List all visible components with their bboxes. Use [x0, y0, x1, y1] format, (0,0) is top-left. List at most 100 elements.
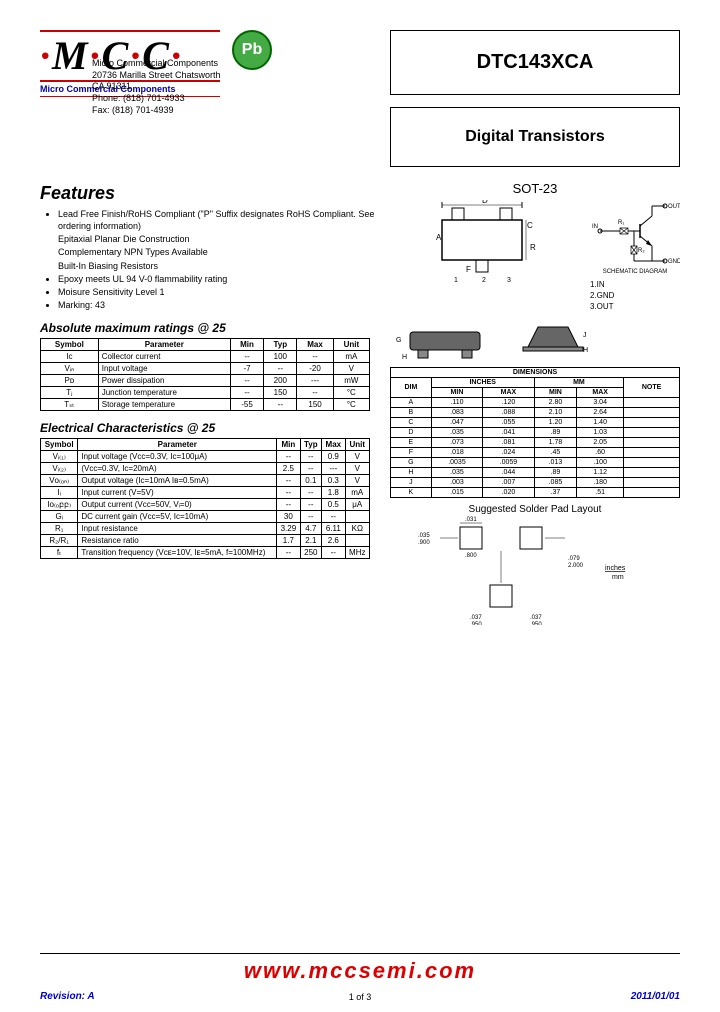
company-fax: Fax: (818) 701-4939	[92, 105, 380, 117]
footer-url: www.mccsemi.com	[0, 958, 720, 984]
table-header: Max	[297, 339, 333, 351]
table-row: R₁Input resistance3.294.76.11KΩ	[41, 523, 370, 535]
svg-text:.950: .950	[530, 622, 542, 625]
feature-item: Lead Free Finish/RoHS Compliant ("P" Suf…	[58, 208, 380, 232]
table-header: Symbol	[41, 439, 78, 451]
table-header: Typ	[264, 339, 297, 351]
table-header: Unit	[333, 339, 369, 351]
rohs-badge-icon: Pb	[232, 30, 272, 70]
table-row: D.035.041.891.03	[391, 427, 680, 437]
pad-layout-icon: .031 .800 .035 .900 .079 2.000 .037 .950…	[390, 515, 650, 625]
svg-text:A: A	[436, 233, 442, 242]
table-row: A.110.1202.803.04	[391, 397, 680, 407]
table-row: GᵢDC current gain (Vᴄᴄ=5V, Iᴄ=10mA)30---…	[41, 511, 370, 523]
feature-item: Epoxy meets UL 94 V-0 flammability ratin…	[58, 273, 380, 285]
pad-dim-a: .031	[465, 517, 477, 523]
table-header: INCHES	[431, 377, 534, 387]
table-header: Parameter	[78, 439, 277, 451]
svg-text:D: D	[482, 200, 488, 205]
pad-unit-label: inches	[605, 565, 626, 572]
table-row: B.083.0882.102.64	[391, 407, 680, 417]
table-header: Min	[230, 339, 263, 351]
table-row: J.003.007.085.180	[391, 477, 680, 487]
table-header: MIN	[534, 387, 577, 397]
table-row: Vᵢ₍₂₎(Vᴄᴄ=0.3V, Iᴄ=20mA)2.5-----V	[41, 463, 370, 475]
table-row: G.0035.0059.013.100	[391, 457, 680, 467]
svg-text:C: C	[527, 221, 533, 230]
schematic-label: SCHEMATIC DIAGRAM	[590, 269, 680, 275]
svg-text:.950: .950	[470, 622, 482, 625]
table-row: R₂/R₁Resistance ratio1.72.12.6	[41, 535, 370, 547]
table-row: IᴄCollector current--100--mA	[41, 351, 370, 363]
schematic-diagram-icon: IN OUT GND R₁ R₂	[590, 196, 680, 266]
table-header: DIM	[391, 377, 432, 397]
feature-item: Built-In Biasing Resistors	[58, 260, 380, 272]
pad-dim-c: .079	[568, 556, 580, 562]
svg-text:3: 3	[507, 277, 511, 284]
svg-text:.900: .900	[418, 540, 430, 546]
table-row: TₛₜStorage temperature-55--150°C	[41, 399, 370, 411]
footer-divider	[40, 953, 680, 954]
pad-layout-title: Suggested Solder Pad Layout	[390, 504, 680, 515]
table-header: Max	[322, 439, 345, 451]
features-list: Lead Free Finish/RoHS Compliant ("P" Suf…	[40, 208, 380, 311]
table-row: E.073.0811.782.05	[391, 437, 680, 447]
table-row: fₜTransition frequency (Vᴄᴇ=10V, Iᴇ=5mA,…	[41, 547, 370, 559]
table-header: Unit	[345, 439, 369, 451]
svg-text:H: H	[583, 347, 588, 354]
pin-list: 1.IN 2.GND 3.OUT	[590, 279, 680, 313]
svg-text:H: H	[402, 354, 407, 361]
company-addr1: 20736 Marilla Street Chatsworth	[92, 70, 380, 82]
table-header: Symbol	[41, 339, 99, 351]
package-name: SOT-23	[390, 181, 680, 196]
package-side-view-icon: G H	[390, 317, 500, 367]
table-row: PᴅPower dissipation--200---mW	[41, 375, 370, 387]
table-header: MM	[534, 377, 623, 387]
table-row: Vᵢ₍₁₎Input voltage (Vᴄᴄ=0.3V, Iᴄ=100μA)-…	[41, 451, 370, 463]
table-header: Parameter	[98, 339, 230, 351]
company-phone: Phone: (818) 701-4933	[92, 93, 380, 105]
feature-item: Epitaxial Planar Die Construction	[58, 233, 380, 245]
abs-ratings-title: Absolute maximum ratings @ 25	[40, 321, 380, 335]
table-row: H.035.044.891.12	[391, 467, 680, 477]
footer-date: 2011/01/01	[631, 991, 680, 1002]
table-header: NOTE	[624, 377, 680, 397]
table-header: MIN	[431, 387, 482, 397]
svg-text:.800: .800	[465, 553, 477, 559]
pad-dim-b: .035	[418, 533, 430, 539]
svg-text:GND: GND	[668, 259, 680, 265]
dimensions-title: DIMENSIONS	[391, 367, 680, 377]
product-type-box: Digital Transistors	[390, 107, 680, 167]
package-end-view-icon: J H	[508, 317, 608, 367]
svg-text:R₁: R₁	[618, 220, 624, 226]
pad-dim-e: .037	[530, 615, 542, 621]
svg-text:mm: mm	[612, 574, 624, 581]
feature-item: Marking: 43	[58, 299, 380, 311]
pin-3: 3.OUT	[590, 301, 680, 312]
table-row: Vᴏ₍ₒₙ₎Output voltage (Iᴄ=10mA Iʙ=0.5mA)-…	[41, 475, 370, 487]
abs-ratings-table: SymbolParameterMinTypMaxUnit IᴄCollector…	[40, 338, 370, 411]
table-row: TⱼJunction temperature--150--°C	[41, 387, 370, 399]
table-row: IᵢInput current (V=5V)----1.8mA	[41, 487, 370, 499]
pin-1: 1.IN	[590, 279, 680, 290]
feature-item: Moisure Sensitivity Level 1	[58, 286, 380, 298]
svg-text:G: G	[396, 337, 401, 344]
table-row: C.047.0551.201.40	[391, 417, 680, 427]
svg-text:2.000: 2.000	[568, 563, 584, 569]
svg-text:OUT: OUT	[668, 204, 680, 210]
table-row: VᵢₙInput voltage-7---20V	[41, 363, 370, 375]
svg-text:2: 2	[482, 277, 486, 284]
pad-dim-d: .037	[470, 615, 482, 621]
svg-text:IN: IN	[592, 224, 598, 230]
elec-char-table: SymbolParameterMinTypMaxUnit Vᵢ₍₁₎Input …	[40, 438, 370, 559]
table-header: MAX	[577, 387, 624, 397]
svg-text:R₂: R₂	[638, 248, 645, 254]
features-title: Features	[40, 183, 380, 204]
dimensions-table: DIMENSIONS DIMINCHESMMNOTE MINMAXMINMAX …	[390, 367, 680, 498]
svg-text:J: J	[583, 332, 587, 339]
table-row: K.015.020.37.51	[391, 487, 680, 497]
part-number-box: DTC143XCA	[390, 30, 680, 95]
pin-2: 2.GND	[590, 290, 680, 301]
table-header: Typ	[300, 439, 321, 451]
page-number: 1 of 3	[0, 992, 720, 1002]
